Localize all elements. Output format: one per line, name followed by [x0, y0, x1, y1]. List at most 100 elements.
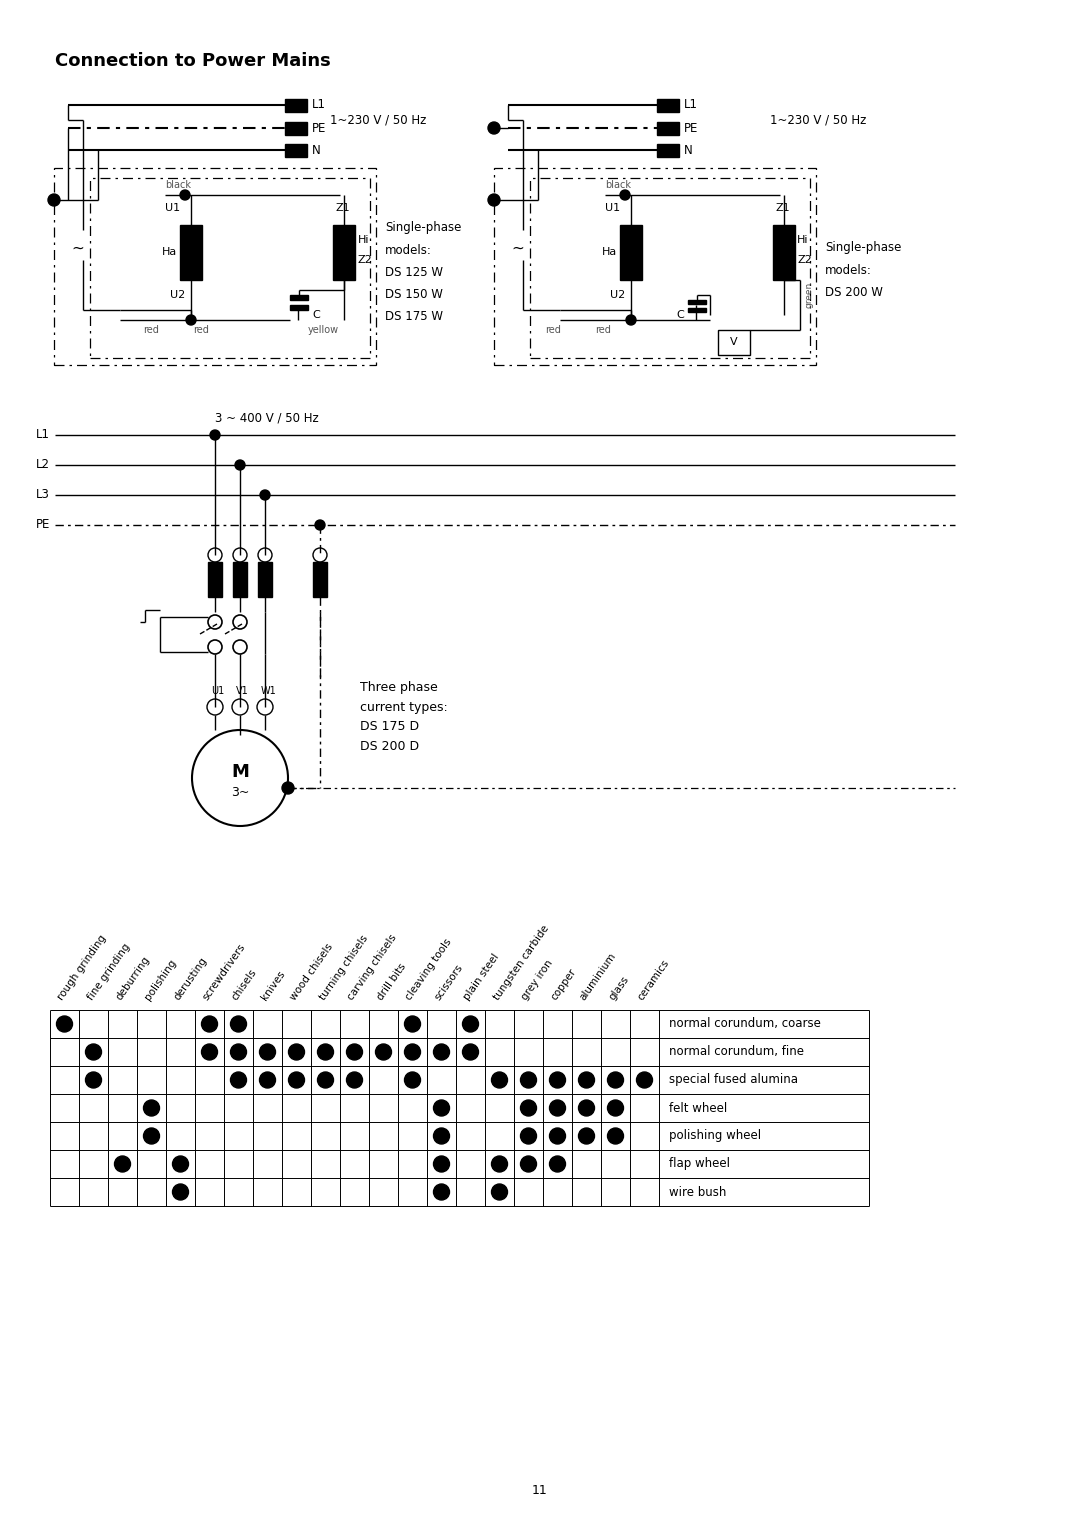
Text: scissors: scissors: [433, 962, 465, 1002]
Circle shape: [636, 1072, 652, 1089]
Circle shape: [208, 548, 222, 562]
Text: felt wheel: felt wheel: [669, 1101, 727, 1115]
Circle shape: [607, 1128, 623, 1144]
Text: grey iron: grey iron: [521, 957, 555, 1002]
Text: copper: copper: [550, 967, 578, 1002]
Text: drill bits: drill bits: [376, 962, 408, 1002]
Text: Ha: Ha: [602, 247, 618, 257]
Text: Hi: Hi: [357, 235, 369, 244]
Circle shape: [85, 1072, 102, 1089]
Bar: [90, 179, 370, 357]
Circle shape: [491, 1156, 508, 1173]
Circle shape: [521, 1156, 537, 1173]
Text: green: green: [805, 282, 814, 308]
Bar: [54, 168, 376, 365]
Text: N: N: [684, 144, 692, 156]
Circle shape: [186, 315, 195, 325]
Circle shape: [233, 640, 247, 654]
Circle shape: [230, 1044, 246, 1060]
Text: U2: U2: [610, 290, 625, 299]
Text: U1: U1: [605, 203, 620, 212]
Text: Single-phase: Single-phase: [384, 221, 461, 235]
Circle shape: [257, 699, 273, 715]
Text: DS 200 D: DS 200 D: [360, 741, 419, 753]
Text: knives: knives: [259, 968, 287, 1002]
Circle shape: [462, 1044, 478, 1060]
Circle shape: [376, 1044, 391, 1060]
Circle shape: [433, 1156, 449, 1173]
Circle shape: [550, 1072, 566, 1089]
Text: M: M: [231, 764, 248, 780]
Circle shape: [173, 1183, 189, 1200]
Circle shape: [318, 1044, 334, 1060]
Text: L2: L2: [36, 458, 50, 472]
Text: PE: PE: [684, 122, 699, 134]
Circle shape: [260, 490, 270, 499]
Circle shape: [258, 548, 272, 562]
Bar: [620, 224, 642, 279]
Bar: [718, 330, 750, 354]
Bar: [530, 179, 810, 357]
Text: Single-phase: Single-phase: [825, 241, 902, 255]
Text: tungsten carbide: tungsten carbide: [491, 924, 551, 1002]
Text: cleaving tools: cleaving tools: [404, 938, 454, 1002]
Bar: [258, 562, 272, 597]
Bar: [291, 305, 308, 310]
Text: red: red: [545, 325, 561, 334]
Circle shape: [626, 315, 636, 325]
Circle shape: [579, 1099, 594, 1116]
Circle shape: [491, 1183, 508, 1200]
Text: W1: W1: [261, 686, 276, 696]
Circle shape: [230, 1015, 246, 1032]
Circle shape: [259, 1044, 275, 1060]
Circle shape: [207, 699, 222, 715]
Text: N: N: [312, 144, 321, 156]
Text: ~: ~: [512, 240, 525, 255]
Text: red: red: [193, 325, 208, 334]
Text: wood chisels: wood chisels: [288, 942, 335, 1002]
Circle shape: [433, 1128, 449, 1144]
Text: U1: U1: [211, 686, 225, 696]
Text: PE: PE: [36, 519, 50, 531]
Circle shape: [114, 1156, 131, 1173]
Text: models:: models:: [825, 264, 872, 276]
Circle shape: [550, 1099, 566, 1116]
Text: black: black: [165, 180, 191, 189]
Bar: [285, 99, 307, 111]
Bar: [657, 144, 679, 157]
Circle shape: [405, 1044, 420, 1060]
Circle shape: [180, 189, 190, 200]
Circle shape: [208, 640, 222, 654]
Text: ceramics: ceramics: [636, 957, 672, 1002]
Circle shape: [202, 1044, 217, 1060]
Text: U2: U2: [170, 290, 186, 299]
Circle shape: [550, 1128, 566, 1144]
Bar: [494, 168, 816, 365]
Circle shape: [173, 1156, 189, 1173]
Text: 3 ~ 400 V / 50 Hz: 3 ~ 400 V / 50 Hz: [215, 411, 319, 425]
Bar: [333, 224, 355, 279]
Text: Connection to Power Mains: Connection to Power Mains: [55, 52, 330, 70]
Circle shape: [347, 1044, 363, 1060]
Text: special fused alumina: special fused alumina: [669, 1073, 798, 1087]
Text: plain steel: plain steel: [462, 951, 501, 1002]
Text: Z2: Z2: [357, 255, 373, 266]
Bar: [688, 308, 706, 312]
Text: polishing: polishing: [144, 957, 178, 1002]
Circle shape: [85, 1044, 102, 1060]
Text: DS 125 W: DS 125 W: [384, 266, 443, 278]
Text: wire bush: wire bush: [669, 1185, 727, 1199]
Text: V1: V1: [237, 686, 248, 696]
Text: DS 175 W: DS 175 W: [384, 310, 443, 322]
Text: L1: L1: [684, 99, 698, 111]
Circle shape: [192, 730, 288, 826]
Text: C: C: [312, 310, 320, 321]
Text: Z1: Z1: [775, 203, 789, 212]
Circle shape: [56, 1015, 72, 1032]
Text: L3: L3: [36, 489, 50, 501]
Circle shape: [620, 189, 630, 200]
Text: 11: 11: [532, 1484, 548, 1496]
Text: yellow: yellow: [308, 325, 339, 334]
Text: chisels: chisels: [230, 967, 259, 1002]
Text: turning chisels: turning chisels: [318, 933, 369, 1002]
